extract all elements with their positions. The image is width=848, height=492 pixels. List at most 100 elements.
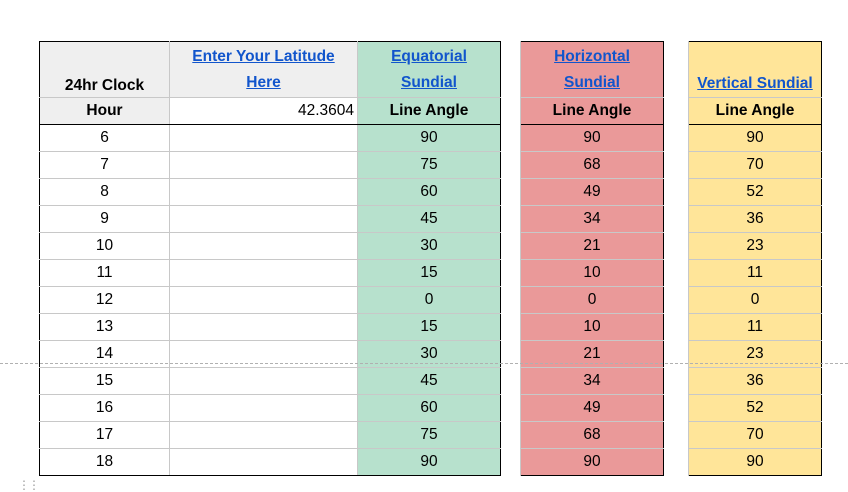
latitude-prompt-link-line2[interactable]: Here — [246, 73, 281, 91]
equatorial-link-line2[interactable]: Sundial — [401, 73, 457, 91]
drag-handle-icon[interactable]: ⋮⋮ — [18, 478, 40, 492]
equatorial-angle-cell[interactable]: 15 — [357, 259, 501, 287]
hour-cell[interactable]: 12 — [39, 286, 170, 314]
equatorial-angle-cell[interactable]: 0 — [357, 286, 501, 314]
equatorial-angle-cell[interactable]: 75 — [357, 421, 501, 449]
vertical-header-cell[interactable]: Vertical Sundial — [688, 41, 822, 98]
latitude-empty-cell[interactable] — [169, 421, 358, 449]
latitude-input-cell[interactable]: 42.3604 — [169, 97, 358, 125]
horizontal-angle-cell[interactable]: 68 — [520, 421, 664, 449]
hour-header: Hour — [86, 102, 123, 119]
table-row: 16 60 49 52 — [39, 394, 822, 422]
latitude-empty-cell[interactable] — [169, 124, 358, 152]
vertical-angle-cell[interactable]: 36 — [688, 367, 822, 395]
horizontal-header-cell[interactable]: Horizontal Sundial — [520, 41, 664, 98]
hour-cell[interactable]: 16 — [39, 394, 170, 422]
equatorial-angle-cell[interactable]: 75 — [357, 151, 501, 179]
horizontal-line-angle-header[interactable]: Line Angle — [520, 97, 664, 125]
vertical-angle: 90 — [746, 129, 764, 146]
hour-cell[interactable]: 11 — [39, 259, 170, 287]
hour-cell[interactable]: 9 — [39, 205, 170, 233]
horizontal-angle-cell[interactable]: 49 — [520, 394, 664, 422]
equatorial-angle: 60 — [420, 399, 438, 416]
vertical-angle: 23 — [746, 345, 764, 362]
hour-cell[interactable]: 8 — [39, 178, 170, 206]
horizontal-angle-cell[interactable]: 21 — [520, 232, 664, 260]
equatorial-header-cell[interactable]: Equatorial Sundial — [357, 41, 501, 98]
equatorial-angle-cell[interactable]: 45 — [357, 205, 501, 233]
vertical-link[interactable]: Vertical Sundial — [697, 75, 813, 92]
table-row: 18 90 90 90 — [39, 448, 822, 476]
horizontal-angle: 21 — [583, 345, 601, 362]
gap-cell — [500, 394, 521, 422]
horizontal-angle-cell[interactable]: 49 — [520, 178, 664, 206]
vertical-angle-cell[interactable]: 70 — [688, 151, 822, 179]
horizontal-angle-cell[interactable]: 68 — [520, 151, 664, 179]
vertical-line-angle-header[interactable]: Line Angle — [688, 97, 822, 125]
horizontal-angle-cell[interactable]: 10 — [520, 259, 664, 287]
equatorial-line-angle-header[interactable]: Line Angle — [357, 97, 501, 125]
hour-cell[interactable]: 13 — [39, 313, 170, 341]
latitude-empty-cell[interactable] — [169, 394, 358, 422]
horizontal-angle: 68 — [583, 426, 601, 443]
latitude-empty-cell[interactable] — [169, 178, 358, 206]
hour-value: 16 — [95, 399, 114, 416]
latitude-empty-cell[interactable] — [169, 259, 358, 287]
vertical-angle-cell[interactable]: 90 — [688, 448, 822, 476]
equatorial-link-line1[interactable]: Equatorial — [391, 47, 467, 65]
latitude-value: 42.3604 — [297, 102, 354, 119]
clock-title-cell[interactable]: 24hr Clock — [39, 41, 170, 98]
horizontal-angle-cell[interactable]: 34 — [520, 367, 664, 395]
horizontal-angle-cell[interactable]: 90 — [520, 448, 664, 476]
equatorial-angle: 15 — [420, 264, 438, 281]
latitude-prompt-link-line1[interactable]: Enter Your Latitude — [192, 47, 335, 65]
vertical-angle-cell[interactable]: 36 — [688, 205, 822, 233]
clock-title: 24hr Clock — [64, 77, 145, 94]
equatorial-angle-cell[interactable]: 90 — [357, 448, 501, 476]
equatorial-angle-cell[interactable]: 30 — [357, 232, 501, 260]
equatorial-angle: 45 — [420, 210, 438, 227]
equatorial-angle-cell[interactable]: 90 — [357, 124, 501, 152]
horizontal-angle-cell[interactable]: 34 — [520, 205, 664, 233]
hour-cell[interactable]: 18 — [39, 448, 170, 476]
equatorial-angle-cell[interactable]: 60 — [357, 394, 501, 422]
equatorial-angle-cell[interactable]: 15 — [357, 313, 501, 341]
vertical-angle-cell[interactable]: 52 — [688, 394, 822, 422]
gap-cell — [500, 41, 521, 98]
horizontal-angle-cell[interactable]: 90 — [520, 124, 664, 152]
vertical-angle-cell[interactable]: 52 — [688, 178, 822, 206]
horizontal-angle-cell[interactable]: 10 — [520, 313, 664, 341]
vertical-angle-cell[interactable]: 70 — [688, 421, 822, 449]
horizontal-link-line2[interactable]: Sundial — [564, 73, 620, 91]
equatorial-angle-cell[interactable]: 45 — [357, 367, 501, 395]
hour-cell[interactable]: 7 — [39, 151, 170, 179]
hour-cell[interactable]: 6 — [39, 124, 170, 152]
vertical-angle-cell[interactable]: 11 — [688, 259, 822, 287]
latitude-empty-cell[interactable] — [169, 313, 358, 341]
latitude-empty-cell[interactable] — [169, 286, 358, 314]
gap-cell — [663, 232, 689, 260]
equatorial-angle-cell[interactable]: 60 — [357, 178, 501, 206]
latitude-empty-cell[interactable] — [169, 367, 358, 395]
horizontal-angle-cell[interactable]: 0 — [520, 286, 664, 314]
horizontal-angle: 21 — [583, 237, 601, 254]
hour-cell[interactable]: 15 — [39, 367, 170, 395]
vertical-angle-cell[interactable]: 11 — [688, 313, 822, 341]
latitude-empty-cell[interactable] — [169, 151, 358, 179]
gap-cell — [663, 178, 689, 206]
latitude-empty-cell[interactable] — [169, 448, 358, 476]
hour-header-cell[interactable]: Hour — [39, 97, 170, 125]
latitude-empty-cell[interactable] — [169, 205, 358, 233]
page-break-line — [0, 363, 848, 364]
hour-cell[interactable]: 10 — [39, 232, 170, 260]
vertical-angle: 23 — [746, 237, 764, 254]
latitude-prompt-cell[interactable]: Enter Your Latitude Here — [169, 41, 358, 98]
gap-cell — [500, 97, 521, 125]
vertical-angle-cell[interactable]: 0 — [688, 286, 822, 314]
vertical-angle-cell[interactable]: 90 — [688, 124, 822, 152]
hour-cell[interactable]: 17 — [39, 421, 170, 449]
vertical-angle-cell[interactable]: 23 — [688, 232, 822, 260]
latitude-empty-cell[interactable] — [169, 232, 358, 260]
horizontal-link-line1[interactable]: Horizontal — [554, 47, 630, 65]
vertical-angle: 52 — [746, 183, 764, 200]
